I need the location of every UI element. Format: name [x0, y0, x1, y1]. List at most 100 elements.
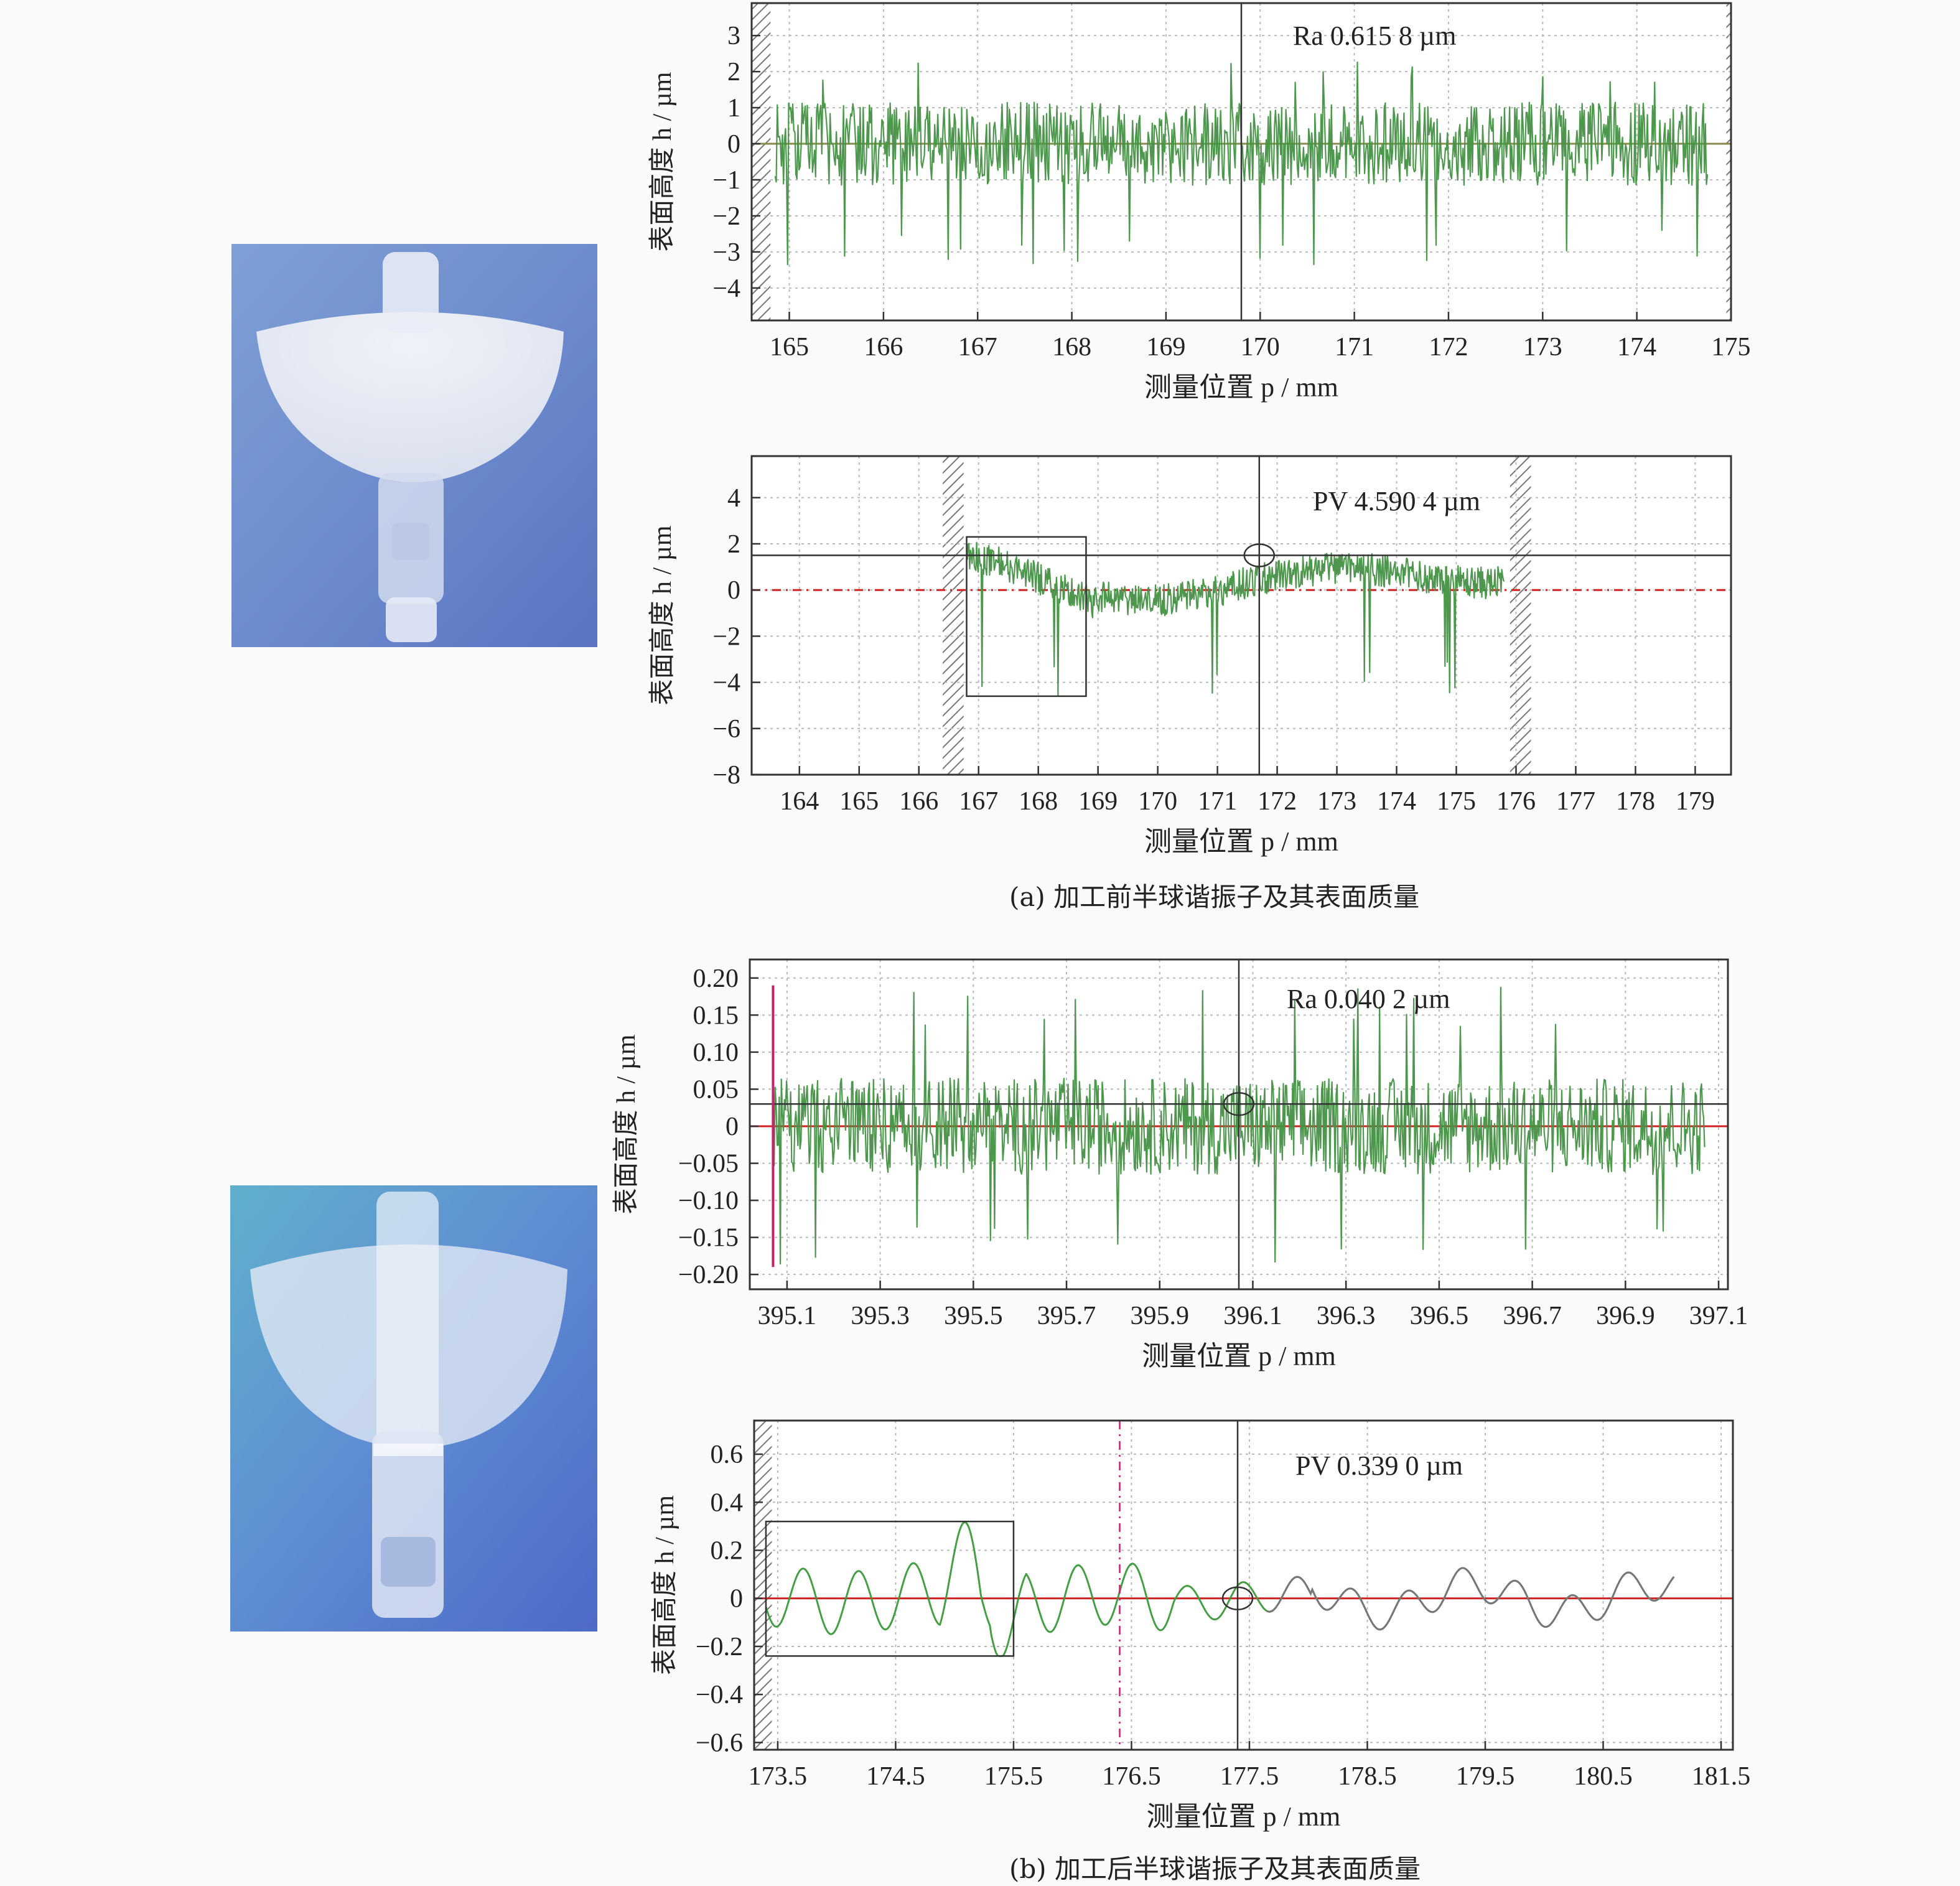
x-tick-label: 177.5 — [1220, 1762, 1279, 1791]
y-tick-label: 2 — [727, 58, 740, 86]
y-axis-label: 表面高度 h / µm — [612, 1034, 641, 1214]
x-tick-label: 395.5 — [944, 1302, 1003, 1330]
y-tick-label: 4 — [727, 484, 740, 513]
x-tick-label: 174 — [1377, 787, 1416, 816]
x-tick-label: 170 — [1138, 787, 1177, 816]
x-axis-label: 测量位置 p / mm — [1147, 1801, 1341, 1832]
hatched-region — [754, 1421, 772, 1750]
plot-area — [752, 456, 1731, 775]
y-tick-label: −2 — [712, 622, 740, 651]
plot-frame — [750, 2, 1732, 322]
x-tick-label: 396.9 — [1596, 1302, 1655, 1330]
x-tick-label: 165 — [839, 787, 879, 816]
signal-trace-gray — [1266, 1567, 1675, 1631]
x-tick-label: 176 — [1496, 787, 1536, 816]
x-tick-label: 168 — [1019, 787, 1058, 816]
resonator-after-photo — [230, 1185, 597, 1632]
x-tick-label: 166 — [899, 787, 938, 816]
y-tick-label: 3 — [727, 22, 740, 50]
x-tick-label: 179 — [1676, 787, 1715, 816]
y-tick-label: 0.6 — [711, 1440, 744, 1469]
x-tick-label: 174 — [1617, 333, 1656, 362]
x-tick-label: 396.5 — [1410, 1302, 1469, 1330]
annotation-label: Ra 0.615 8 µm — [1293, 21, 1456, 51]
x-tick-label: 168 — [1052, 333, 1091, 362]
selection-box — [765, 1520, 1015, 1657]
y-tick-label: −6 — [712, 715, 740, 744]
cursor-marker — [1223, 1091, 1255, 1116]
x-tick-label: 165 — [770, 333, 809, 362]
x-tick-label: 171 — [1198, 787, 1237, 816]
x-axis-label: 测量位置 p / mm — [1144, 372, 1338, 403]
y-axis-label: 表面高度 h / µm — [651, 1495, 679, 1675]
x-tick-label: 174.5 — [866, 1762, 925, 1791]
y-tick-label: 0 — [726, 1113, 739, 1141]
annotation-label: PV 0.339 0 µm — [1295, 1450, 1463, 1481]
x-tick-label: 395.9 — [1130, 1302, 1189, 1330]
y-tick-label: −4 — [712, 274, 740, 303]
y-axis-label: 表面高度 h / µm — [648, 72, 677, 251]
x-tick-label: 178 — [1616, 787, 1655, 816]
y-axis-label: 表面高度 h / µm — [648, 525, 677, 705]
plot-frame — [753, 1419, 1734, 1751]
y-tick-label: 2 — [727, 530, 740, 559]
x-tick-label: 164 — [780, 787, 819, 816]
y-tick-label: −0.20 — [678, 1261, 739, 1289]
x-tick-label: 180.5 — [1574, 1762, 1633, 1791]
y-tick-label: −0.05 — [678, 1150, 739, 1179]
y-tick-label: 0.05 — [693, 1075, 739, 1104]
x-tick-label: 167 — [958, 333, 997, 362]
x-tick-label: 179.5 — [1456, 1762, 1515, 1791]
hatched-region — [1726, 3, 1731, 320]
y-tick-label: −0.6 — [696, 1729, 743, 1757]
x-axis-label: 测量位置 p / mm — [1144, 826, 1338, 857]
x-tick-label: 395.3 — [851, 1302, 910, 1330]
x-tick-label: 175 — [1712, 333, 1751, 362]
y-tick-label: −4 — [712, 669, 740, 698]
x-tick-label: 395.7 — [1037, 1302, 1096, 1330]
y-tick-label: 0 — [727, 130, 740, 159]
y-tick-label: −3 — [712, 238, 740, 267]
y-tick-label: 0 — [730, 1585, 743, 1613]
x-tick-label: 177 — [1556, 787, 1595, 816]
x-tick-label: 169 — [1078, 787, 1118, 816]
x-tick-label: 178.5 — [1338, 1762, 1397, 1791]
y-tick-label: −0.15 — [678, 1224, 739, 1253]
x-tick-label: 171 — [1335, 333, 1374, 362]
x-tick-label: 176.5 — [1102, 1762, 1161, 1791]
cursor-marker — [1221, 1586, 1254, 1610]
x-axis-label: 测量位置 p / mm — [1142, 1341, 1336, 1371]
x-tick-label: 173 — [1317, 787, 1356, 816]
x-tick-label: 173.5 — [749, 1762, 808, 1791]
annotation-label: PV 4.590 4 µm — [1313, 486, 1480, 516]
x-tick-label: 175 — [1437, 787, 1476, 816]
chart-a1: 165 166 167 168 169 170 171 172 173 174 175 3 2 1 0 −1 −… — [648, 2, 1751, 403]
y-tick-label: 0 — [727, 576, 740, 605]
x-tick-label: 172 — [1429, 333, 1468, 362]
y-tick-label: 0.20 — [693, 964, 739, 993]
caption-b: (b) 加工后半球谐振子及其表面质量 — [1009, 1854, 1421, 1884]
x-tick-label: 172 — [1258, 787, 1297, 816]
x-tick-label: 167 — [959, 787, 998, 816]
resonator-before-photo — [231, 244, 597, 647]
x-tick-label: 181.5 — [1692, 1762, 1751, 1791]
hatched-region — [1510, 456, 1531, 775]
hatched-region — [752, 3, 771, 320]
annotation-label: Ra 0.040 2 µm — [1287, 984, 1450, 1014]
y-tick-label: −1 — [712, 166, 740, 195]
cursor-marker — [1243, 543, 1276, 567]
y-tick-label: 0.15 — [693, 1001, 739, 1030]
y-tick-label: 0.10 — [693, 1039, 739, 1067]
chart-a2: 164 165 166 167 168 169 170 171 172 173 174 175 176 1… — [648, 455, 1732, 857]
plot-area — [754, 1421, 1733, 1750]
signal-trace — [966, 541, 1505, 696]
x-tick-label: 395.1 — [758, 1302, 817, 1330]
y-tick-label: −2 — [712, 202, 740, 231]
x-tick-label: 166 — [864, 333, 903, 362]
signal-trace-shadow — [966, 542, 1505, 696]
caption-a: (a) 加工前半球谐振子及其表面质量 — [1009, 882, 1420, 912]
y-tick-label: −0.2 — [696, 1633, 743, 1661]
x-tick-label: 396.3 — [1317, 1302, 1376, 1330]
hatched-region — [943, 456, 964, 775]
